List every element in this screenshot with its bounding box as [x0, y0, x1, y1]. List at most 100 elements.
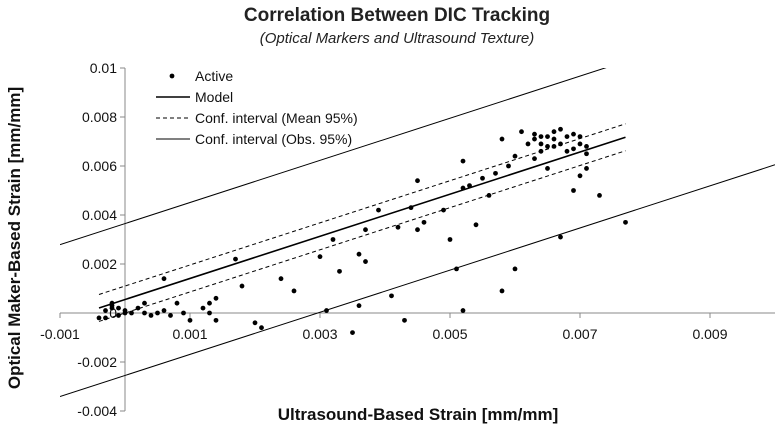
data-point [460, 308, 466, 313]
data-point [213, 295, 219, 301]
data-point [142, 300, 147, 306]
data-point [571, 146, 576, 152]
chart-title: Correlation Between DIC Tracking [244, 5, 550, 26]
data-point [259, 325, 264, 331]
obs-ci-upper [60, 68, 607, 246]
data-point [584, 166, 589, 171]
data-point [571, 131, 576, 137]
data-point [402, 317, 407, 323]
data-point [187, 317, 193, 323]
data-point [499, 288, 505, 294]
data-point [168, 313, 173, 318]
x-axis-label: Ultrasound-Based Strain [mm/mm] [278, 405, 559, 424]
data-point [545, 134, 550, 140]
data-point [239, 283, 245, 289]
data-point [538, 148, 544, 154]
data-points [96, 126, 628, 335]
data-point [291, 288, 297, 294]
data-point [480, 175, 485, 181]
data-point [545, 144, 550, 149]
data-point [473, 222, 479, 228]
data-point [356, 251, 362, 257]
data-point [122, 308, 128, 313]
data-point [584, 144, 589, 149]
data-point [395, 224, 401, 230]
mean-ci-upper [98, 123, 626, 295]
plot-area: -0.001 0.001 0.003 0.005 0.007 0.009 -0.004 -0.… [40, 60, 775, 419]
data-point [116, 313, 121, 318]
legend-label: Conf. interval (Mean 95%) [195, 110, 358, 126]
data-point [317, 254, 323, 260]
data-point [200, 305, 206, 311]
data-point [532, 131, 537, 137]
data-point [389, 293, 394, 299]
data-point [103, 308, 108, 313]
data-point [460, 158, 466, 164]
y-tick-label: -0.002 [77, 354, 117, 370]
y-tick-label: 0 [109, 305, 117, 321]
data-point [363, 259, 368, 264]
data-point [161, 308, 167, 313]
data-point [486, 193, 492, 198]
x-tick-label: 0.009 [692, 326, 727, 342]
data-point [499, 136, 505, 142]
obs-ci-lower [60, 164, 775, 398]
data-point [512, 153, 518, 159]
chart-subtitle: (Optical Markers and Ultrasound Texture) [260, 30, 535, 47]
data-point [512, 266, 518, 272]
data-point [558, 141, 563, 147]
x-tick-label: 0.003 [302, 326, 337, 342]
data-point [532, 136, 537, 142]
data-point [155, 310, 160, 316]
data-point [493, 170, 498, 176]
legend-marker-active [169, 73, 175, 79]
data-point [558, 234, 563, 240]
data-point [330, 237, 336, 242]
data-point [181, 310, 186, 316]
data-point [519, 129, 524, 135]
y-axis-label: Optical Maker-Based Strain [mm/mm] [5, 87, 24, 389]
data-point [454, 266, 459, 272]
mean-ci-lower [98, 150, 626, 322]
legend-label: Active [195, 68, 233, 84]
data-point [350, 330, 355, 335]
data-point [551, 129, 557, 135]
x-tick-label: -0.001 [40, 326, 80, 342]
data-point [564, 148, 570, 154]
legend-label: Conf. interval (Obs. 95%) [195, 131, 352, 147]
data-point [252, 320, 258, 326]
data-point [376, 207, 381, 213]
data-point [135, 305, 141, 311]
data-point [278, 276, 284, 282]
data-point [142, 310, 147, 316]
data-point [337, 268, 342, 274]
y-tick-label: 0.008 [82, 109, 117, 125]
x-tick-label: 0.007 [562, 326, 597, 342]
model-line [98, 136, 626, 309]
data-point [415, 178, 420, 184]
legend-label: Model [195, 89, 233, 105]
data-point [207, 300, 212, 306]
data-point [441, 207, 446, 213]
data-point [551, 144, 557, 149]
y-tick-label: 0.004 [82, 207, 117, 223]
data-point [571, 188, 576, 193]
data-point [584, 151, 589, 157]
data-point [233, 256, 238, 262]
data-point [447, 237, 453, 242]
data-point [577, 141, 583, 147]
legend: Active Model Conf. interval (Mean 95%) Conf… [156, 68, 358, 147]
data-point [116, 305, 121, 311]
data-point [148, 313, 154, 318]
data-point [96, 315, 102, 321]
x-tick-label: 0.005 [432, 326, 467, 342]
data-point [538, 141, 544, 147]
data-point [597, 193, 602, 198]
data-point [460, 185, 466, 191]
data-point [415, 227, 420, 233]
data-point [356, 303, 362, 309]
data-point [577, 173, 583, 179]
y-tick-label: 0.01 [90, 60, 117, 76]
data-point [564, 134, 570, 140]
